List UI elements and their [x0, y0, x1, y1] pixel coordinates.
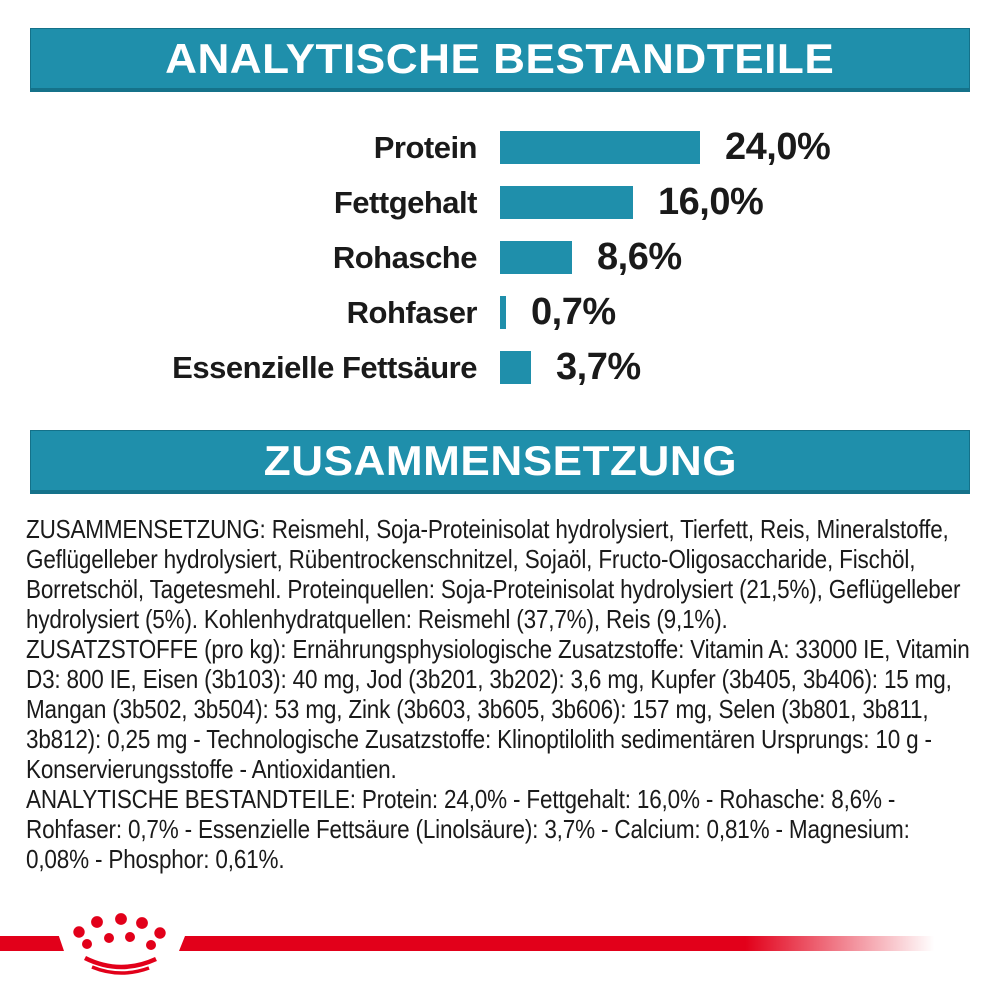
chart-bar	[500, 351, 531, 384]
composition-paragraph: ZUSAMMENSETZUNG: Reismehl, Soja-Proteini…	[26, 514, 961, 634]
chart-row: Essenzielle Fettsäure 3,7%	[0, 340, 1000, 395]
chart-bar	[500, 131, 700, 164]
composition-paragraph: ZUSATZSTOFFE (pro kg): Ernährungsphysiol…	[26, 634, 970, 784]
chart-row-label: Fettgehalt	[333, 184, 478, 220]
chart-row: Protein 24,0%	[0, 120, 1000, 175]
analytical-header-title: ANALYTISCHE BESTANDTEILE	[165, 34, 835, 82]
chart-row: Fettgehalt 16,0%	[0, 175, 1000, 230]
chart-row-label: Rohfaser	[346, 294, 478, 330]
footer-divider-right	[179, 936, 1000, 951]
chart-row: Rohfaser 0,7%	[0, 285, 1000, 340]
chart-row-label: Rohasche	[332, 239, 478, 275]
chart-value: 24,0%	[725, 126, 831, 168]
composition-header-bar: ZUSAMMENSETZUNG	[30, 430, 970, 494]
chart-row-label: Essenzielle Fettsäure	[172, 349, 477, 385]
chart-value: 8,6%	[597, 236, 682, 278]
chart-value: 0,7%	[531, 291, 616, 333]
chart-value: 3,7%	[556, 346, 641, 388]
composition-paragraph: ANALYTISCHE BESTANDTEILE: Protein: 24,0%…	[26, 784, 910, 874]
footer-divider-left	[0, 936, 64, 951]
chart-row: Rohasche 8,6%	[0, 230, 1000, 285]
chart-bar	[500, 296, 506, 329]
chart-row-label: Protein	[373, 129, 478, 165]
composition-text: ZUSAMMENSETZUNG: Reismehl, Soja-Proteini…	[26, 514, 971, 874]
chart-value: 16,0%	[658, 181, 764, 223]
composition-header-title: ZUSAMMENSETZUNG	[263, 436, 737, 484]
crown-icon	[73, 913, 166, 975]
analytical-chart: Protein 24,0% Fettgehalt 16,0% Rohasche 8,6% R…	[0, 120, 1000, 395]
analytical-header-bar: ANALYTISCHE BESTANDTEILE	[30, 28, 970, 92]
chart-bar	[500, 186, 633, 219]
chart-bar	[500, 241, 572, 274]
